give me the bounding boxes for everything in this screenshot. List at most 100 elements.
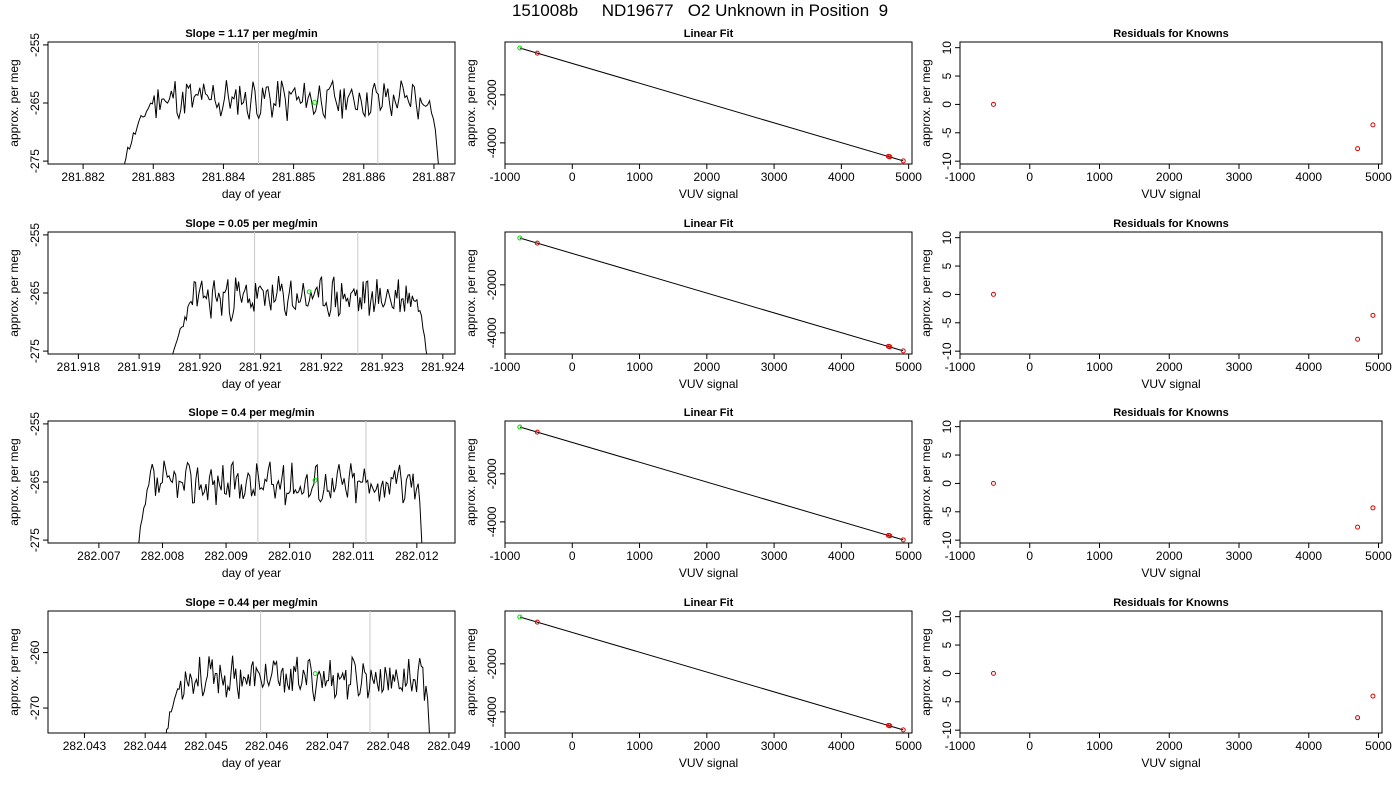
chart-panel-timeseries-row-1: Slope = 1.17 per meg/min 281.882 281.883 28… [7,28,456,201]
x-tick-label: -1000 [945,170,976,184]
x-axis-label: VUV signal [1141,377,1200,391]
residual-point [1355,524,1361,530]
plot-region [138,421,423,543]
y-tick-label: -2000 [485,269,499,300]
x-axis-label: day of year [222,566,281,580]
plot-region [990,670,1376,721]
chart-panel-residuals-row-4: Residuals for Knowns -1000 0 1000 2000 3000 40… [919,597,1392,770]
known-point [534,619,540,625]
x-tick-label: 4000 [1295,170,1322,184]
known-point [900,348,906,354]
chart-panel-timeseries-row-4: Slope = 0.44 per meg/min 282.043 282.044 28… [7,597,471,770]
x-tick-label: -1000 [945,360,976,374]
plot-frame [47,610,456,734]
x-tick-label: 0 [569,360,576,374]
y-axis-label: approx. per meg [464,438,478,525]
x-tick-label: 1000 [1086,170,1113,184]
y-tick-label: 0 [940,101,954,108]
x-tick-label: 4000 [828,360,855,374]
plot-region [517,235,906,354]
known-point [900,158,906,164]
y-tick-label: -265 [28,91,42,115]
plot-frame [959,610,1383,734]
y-tick-label: -10 [940,152,954,170]
x-tick-label: 1000 [626,549,653,563]
y-tick-label: -10 [940,721,954,739]
known-point [534,240,540,246]
y-axis-label: approx. per meg [7,628,21,715]
y-axis-label: approx. per meg [919,628,933,715]
known-point [887,344,893,350]
chart-panel-residuals-row-2: Residuals for Knowns -1000 0 1000 2000 3000 40… [919,218,1392,391]
x-tick-label: 2000 [693,739,720,753]
x-axis-label: VUV signal [1141,187,1200,201]
x-axis-label: VUV signal [679,756,738,770]
chart-panel-residuals-row-3: Residuals for Knowns -1000 0 1000 2000 3000 40… [919,407,1392,580]
x-tick-label: 2000 [1156,170,1183,184]
x-tick-label: 281.920 [178,360,222,374]
y-tick-label: 10 [940,231,954,245]
x-tick-label: 281.883 [132,170,176,184]
plot-region [990,101,1376,152]
panel-title: Linear Fit [684,28,734,40]
y-tick-label: -10 [940,342,954,360]
y-tick-label: 5 [940,72,954,79]
x-tick-label: 1000 [626,360,653,374]
residual-point [1370,693,1376,699]
x-tick-label: 2000 [693,360,720,374]
figure-title: 151008b ND19677 O2 Unknown in Position 9 [511,1,889,20]
chart-panel-timeseries-row-2: Slope = 0.05 per meg/min 281.918 281.919 28… [7,218,465,391]
panel-title: Linear Fit [684,407,734,419]
unknown-mean-point [312,99,318,105]
x-tick-label: 1000 [626,739,653,753]
x-tick-label: 281.923 [360,360,404,374]
known-point [534,429,540,435]
y-tick-label: -255 [28,33,42,57]
x-tick-label: 4000 [1295,549,1322,563]
known-point [534,50,540,56]
y-tick-label: 10 [940,610,954,624]
x-axis-label: VUV signal [679,566,738,580]
x-tick-label: 282.009 [204,549,248,563]
panel-title: Slope = 0.44 per meg/min [185,597,318,609]
x-tick-label: 281.884 [202,170,246,184]
y-tick-label: -260 [28,640,42,664]
x-tick-label: 3000 [1226,170,1253,184]
x-tick-label: 0 [1026,549,1033,563]
x-tick-label: 3000 [761,170,788,184]
residual-point [1355,146,1361,152]
x-tick-label: 5000 [1365,739,1392,753]
unknown-mean-point [306,289,312,295]
residual-point [1370,505,1376,511]
y-tick-label: -5 [940,506,954,517]
y-axis-label: approx. per meg [7,249,21,336]
y-tick-label: -255 [28,223,42,247]
x-tick-label: 282.049 [427,739,471,753]
y-tick-label: -2000 [485,648,499,679]
y-axis-label: approx. per meg [7,59,21,146]
x-tick-label: 0 [569,549,576,563]
y-tick-label: -4000 [485,696,499,727]
x-tick-label: 1000 [1086,360,1113,374]
x-axis-label: VUV signal [679,187,738,201]
x-tick-label: 5000 [1365,360,1392,374]
x-tick-label: 282.048 [366,739,410,753]
x-tick-label: 282.007 [77,549,121,563]
x-tick-label: 2000 [1156,549,1183,563]
y-tick-label: -5 [940,127,954,138]
y-axis-label: approx. per meg [7,438,21,525]
fit-line [519,47,904,162]
x-tick-label: 2000 [1156,360,1183,374]
fit-line [519,426,904,541]
unknown-point [517,45,523,51]
chart-panel-fit-row-1: Linear Fit -1000 0 1000 2000 3000 4000 5000 -200… [464,28,922,201]
x-tick-label: 282.010 [268,549,312,563]
x-tick-label: 2000 [1156,739,1183,753]
signal-trace [165,655,430,733]
x-tick-label: 5000 [895,739,922,753]
panel-title: Residuals for Knowns [1113,218,1229,230]
panel-title: Linear Fit [684,218,734,230]
plot-frame [504,41,913,165]
chart-panel-fit-row-2: Linear Fit -1000 0 1000 2000 3000 4000 5000 -200… [464,218,922,391]
